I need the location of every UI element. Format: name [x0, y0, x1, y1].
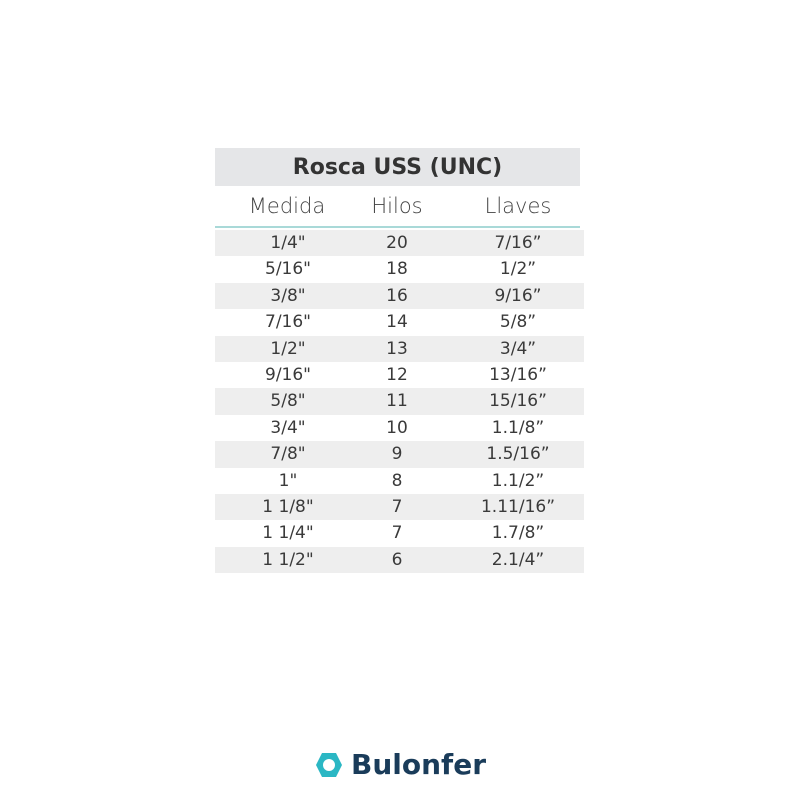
table-cell: 15/16”	[489, 391, 547, 412]
table-cell: 7/16"	[265, 312, 311, 333]
table-cell: 1 1/4"	[262, 523, 314, 544]
table-cell: 1/4"	[270, 233, 306, 253]
table-cell: 1 1/8"	[262, 496, 314, 517]
table-body: 1/4" 20 7/16” 5/16" 18 1/2” 3/8" 16 9/16” 7/16" 14…	[215, 230, 584, 574]
table-row: 5/16" 18 1/2”	[215, 256, 584, 282]
table-row: 1" 8 1.1/2”	[215, 468, 584, 494]
table-cell: 13	[386, 338, 408, 359]
table-row: 3/4" 10 1.1/8”	[215, 415, 584, 441]
table-row: 1 1/8" 7 1.11/16”	[215, 493, 584, 521]
table-cell: 2.1/4”	[491, 549, 545, 570]
table-title: Rosca USS (UNC)	[215, 148, 580, 186]
table-cell: 1.1/2”	[491, 470, 545, 491]
header-medida: Medida	[248, 194, 326, 218]
table-cell: 14	[386, 312, 408, 333]
brand-logo: Bulonfer	[315, 748, 486, 781]
table-cell: 5/16"	[265, 259, 311, 280]
table-cell: 13/16”	[489, 364, 547, 385]
table-cell: 3/4"	[270, 417, 306, 438]
table-cell: 1.11/16”	[480, 496, 556, 517]
table-cell: 1/2”	[499, 259, 537, 280]
table-cell: 1.7/8”	[491, 523, 545, 544]
table-row: 3/8" 16 9/16”	[215, 282, 584, 310]
hexagon-nut-icon	[316, 752, 342, 777]
table-row: 1/4" 20 7/16”	[215, 230, 584, 257]
table-cell: 3/8"	[270, 285, 306, 306]
table-cell: 12	[386, 364, 408, 385]
header-hilos: Hilos	[371, 194, 423, 218]
table-cell: 7/16”	[494, 233, 542, 253]
table-cell: 7	[391, 496, 403, 517]
table-row: 7/16" 14 5/8”	[215, 309, 584, 335]
table-cell: 6	[391, 549, 403, 570]
table-row: 1 1/4" 7 1.7/8”	[215, 520, 584, 546]
table-header: Medida Hilos Llaves	[215, 190, 580, 228]
table-cell: 9/16"	[265, 364, 311, 385]
table-cell: 7	[391, 523, 403, 544]
table-cell: 3/4”	[499, 338, 537, 359]
table-cell: 8	[391, 470, 403, 491]
table-row: 1/2" 13 3/4”	[215, 335, 584, 362]
table-cell: 5/8”	[499, 312, 537, 333]
header-llaves: Llaves	[484, 194, 552, 218]
table-cell: 20	[386, 233, 408, 253]
brand-name: Bulonfer	[351, 748, 487, 781]
table-cell: 1.1/8”	[491, 417, 545, 438]
table-cell: 1/2"	[270, 338, 306, 359]
table-cell: 7/8"	[270, 444, 306, 465]
table-cell: 18	[386, 259, 408, 280]
table-cell: 1.5/16”	[486, 444, 550, 465]
table-cell: 9/16”	[494, 285, 542, 306]
table-row: 9/16" 12 13/16”	[215, 362, 584, 388]
table-cell: 16	[386, 285, 408, 306]
table-cell: 11	[386, 391, 408, 412]
table-cell: 5/8"	[270, 391, 306, 412]
table-cell: 10	[386, 417, 408, 438]
table-cell: 9	[391, 444, 403, 465]
table-row: 7/8" 9 1.5/16”	[215, 441, 584, 468]
table-row: 1 1/2" 6 2.1/4”	[215, 546, 584, 574]
table-row: 5/8" 11 15/16”	[215, 388, 584, 415]
table-cell: 1 1/2"	[262, 549, 314, 570]
table-cell: 1"	[278, 470, 298, 491]
